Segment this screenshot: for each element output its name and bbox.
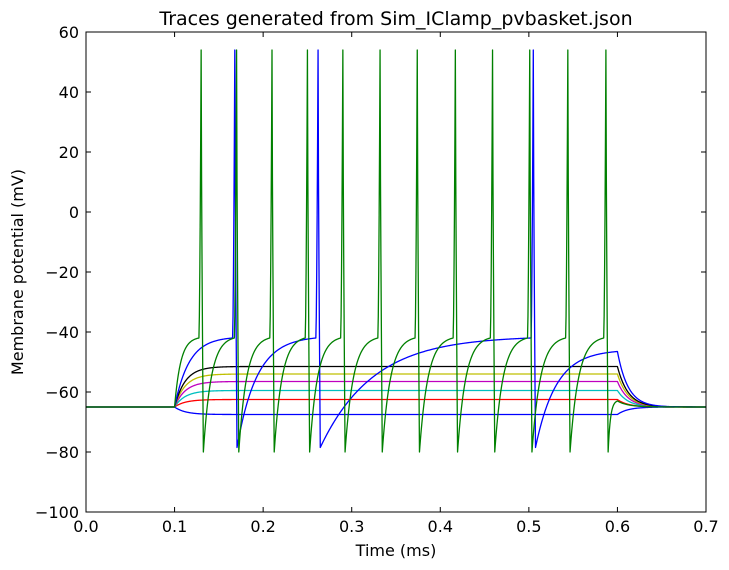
y-tick-label: −40	[45, 323, 79, 342]
x-tick-label: 0.3	[339, 517, 364, 536]
trace-series-4	[86, 380, 706, 408]
trace-series-1	[86, 406, 706, 416]
y-tick-label: −60	[45, 383, 79, 402]
y-tick-label: −80	[45, 443, 79, 462]
y-tick-label: 40	[59, 83, 79, 102]
y-tick-label: 60	[59, 23, 79, 42]
trace-series-3	[86, 389, 706, 408]
x-tick-label: 0.1	[162, 517, 187, 536]
x-tick-label: 0.0	[73, 517, 98, 536]
trace-series-7	[86, 49, 706, 449]
trace-series-6	[86, 365, 706, 408]
x-tick-label: 0.6	[605, 517, 630, 536]
y-axis-label: Membrane potential (mV)	[8, 169, 27, 375]
trace-series-2	[86, 398, 706, 408]
x-tick-label: 0.4	[428, 517, 453, 536]
y-tick-label: 0	[69, 203, 79, 222]
y-tick-label: 20	[59, 143, 79, 162]
x-tick-label: 0.5	[516, 517, 541, 536]
x-tick-label: 0.7	[693, 517, 718, 536]
y-tick-label: −20	[45, 263, 79, 282]
y-tick-label: −100	[35, 503, 79, 522]
chart-title: Traces generated from Sim_IClamp_pvbaske…	[158, 8, 632, 30]
traces	[86, 49, 706, 453]
trace-series-8	[86, 49, 706, 453]
trace-series-5	[86, 373, 706, 408]
ticks: 0.0 0.1 0.2 0.3 0.4 0.5 0.6 0.7 60 40 20 0 −20 −40 −60…	[35, 23, 719, 536]
x-tick-label: 0.2	[250, 517, 275, 536]
x-axis-label: Time (ms)	[355, 541, 437, 560]
plot-frame	[85, 31, 707, 513]
